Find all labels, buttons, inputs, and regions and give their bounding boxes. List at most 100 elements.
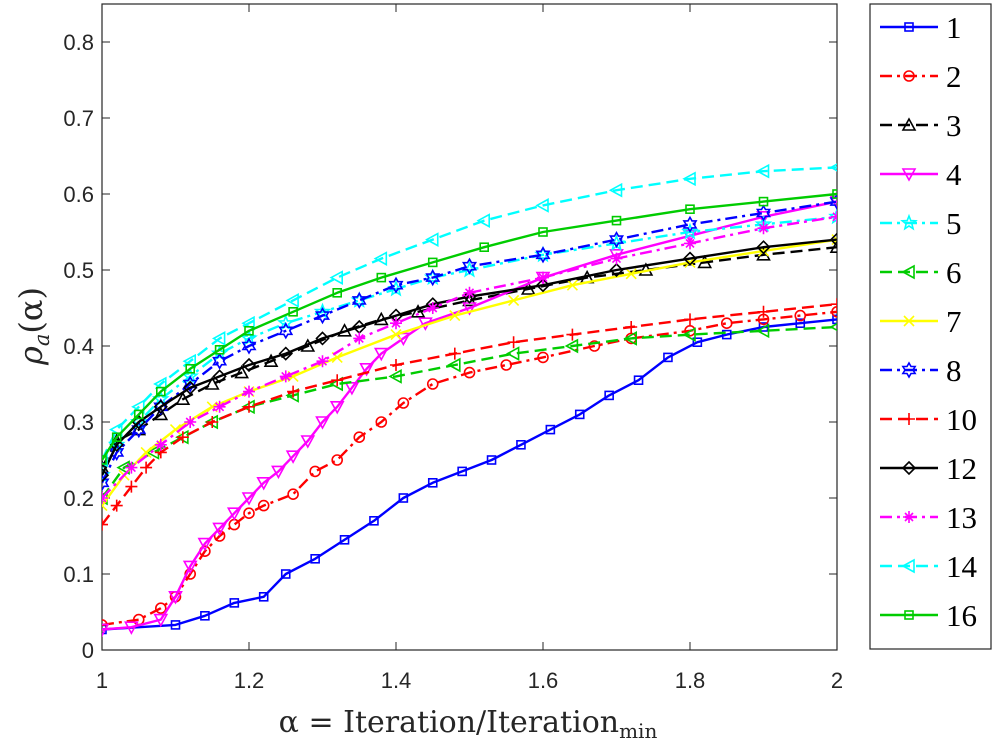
- series-point-2: [720, 317, 733, 330]
- series-point-14: [476, 213, 491, 228]
- series-point-13: [390, 317, 402, 330]
- series-point-16: [111, 432, 122, 443]
- series-point-13: [279, 370, 292, 383]
- series-point-2: [257, 499, 270, 512]
- series-point-2: [588, 340, 601, 352]
- series-point-5: [210, 344, 229, 362]
- legend-label-16: 16: [946, 598, 977, 633]
- legend-label-8: 8: [946, 353, 962, 388]
- series-point-1: [663, 352, 673, 363]
- legend-item-7: 7: [880, 304, 962, 339]
- legend-marker-10: [903, 413, 915, 425]
- series-point-2: [397, 397, 410, 409]
- series-line-1: [102, 318, 837, 631]
- series-point-1: [369, 515, 379, 526]
- series-point-5: [240, 329, 258, 346]
- series-point-8: [535, 246, 551, 264]
- legend-item-16: 16: [880, 598, 977, 633]
- series-point-10: [243, 400, 255, 413]
- y-tick-label: 0.5: [63, 258, 94, 283]
- series-point-2: [213, 530, 226, 542]
- series-10: [102, 298, 837, 531]
- series-point-4: [124, 621, 139, 635]
- legend-label-3: 3: [946, 108, 962, 143]
- legend-item-12: 12: [880, 451, 977, 486]
- series-point-16: [102, 455, 107, 465]
- legend-marker-2: [903, 70, 915, 82]
- y-tick-label: 0.4: [63, 334, 94, 359]
- series-point-4: [212, 522, 227, 537]
- series-16: [102, 189, 837, 465]
- series-point-1: [795, 318, 806, 329]
- series-point-2: [831, 306, 837, 318]
- series-point-1: [721, 329, 732, 340]
- series-point-10: [125, 480, 138, 493]
- series-point-8: [682, 215, 698, 234]
- series-point-10: [176, 431, 189, 444]
- series-point-10: [448, 347, 461, 360]
- series-point-2: [155, 602, 167, 615]
- series-point-8: [109, 443, 125, 462]
- series-line-10: [102, 303, 837, 526]
- y-tick-label: 0.2: [63, 486, 94, 511]
- legend-item-13: 13: [880, 500, 977, 535]
- legend-marker-13: [903, 511, 915, 523]
- series-point-2: [243, 507, 255, 520]
- series-point-14: [285, 293, 299, 308]
- legend-label-6: 6: [946, 255, 962, 290]
- series-point-16: [288, 306, 298, 317]
- y-tick-label: 0: [82, 638, 94, 663]
- series-point-13: [353, 332, 366, 345]
- legend-label-1: 1: [946, 10, 962, 45]
- series-point-12: [278, 346, 293, 361]
- series-point-8: [182, 375, 198, 393]
- series-point-16: [685, 204, 695, 214]
- legend-marker-16: [904, 610, 914, 620]
- series-point-16: [479, 242, 490, 252]
- series-point-4: [153, 613, 169, 628]
- series-point-7: [508, 294, 520, 306]
- series-point-3: [263, 353, 279, 368]
- series-point-8: [212, 352, 228, 370]
- legend-item-14: 14: [880, 549, 978, 584]
- series-14: [102, 163, 837, 468]
- series-point-16: [538, 227, 548, 237]
- series-point-1: [633, 375, 644, 386]
- series-point-2: [309, 465, 321, 478]
- series-point-2: [500, 359, 513, 371]
- series-point-7: [449, 310, 461, 322]
- y-axis-title-arg: (α): [12, 287, 50, 334]
- series-13: [102, 210, 837, 504]
- series-point-10: [140, 461, 153, 474]
- series-point-16: [214, 344, 225, 355]
- series-point-13: [463, 286, 476, 299]
- series-8: [102, 192, 837, 492]
- legend-label-4: 4: [946, 157, 962, 192]
- x-tick-label: 1: [96, 668, 108, 693]
- series-point-6: [505, 346, 520, 361]
- series-point-12: [153, 399, 168, 414]
- legend-marker-8: [901, 361, 917, 379]
- series-point-12: [315, 331, 330, 346]
- series-point-14: [535, 198, 549, 213]
- tick-labels: 1 1.2 1.4 1.6 1.8 2 0 0.1 0.2 0.3 0.4 0.5 0.6 0.7 0.8: [63, 30, 843, 693]
- series-point-1: [545, 424, 556, 435]
- series-point-1: [427, 477, 438, 488]
- series-point-3: [204, 376, 220, 390]
- series-point-1: [832, 314, 837, 325]
- series-point-4: [102, 623, 110, 638]
- series-point-10: [110, 499, 123, 512]
- series-point-16: [427, 257, 438, 268]
- legend-marker-1: [904, 22, 914, 32]
- series-point-4: [197, 537, 213, 552]
- series-point-10: [390, 359, 402, 371]
- series-point-8: [241, 337, 257, 355]
- legend-box: [869, 3, 992, 650]
- series-point-10: [566, 328, 579, 341]
- series-1: [102, 314, 837, 635]
- series-point-3: [153, 406, 169, 421]
- series-point-14: [329, 270, 344, 285]
- series-point-1: [200, 610, 210, 621]
- series-point-10: [331, 374, 344, 387]
